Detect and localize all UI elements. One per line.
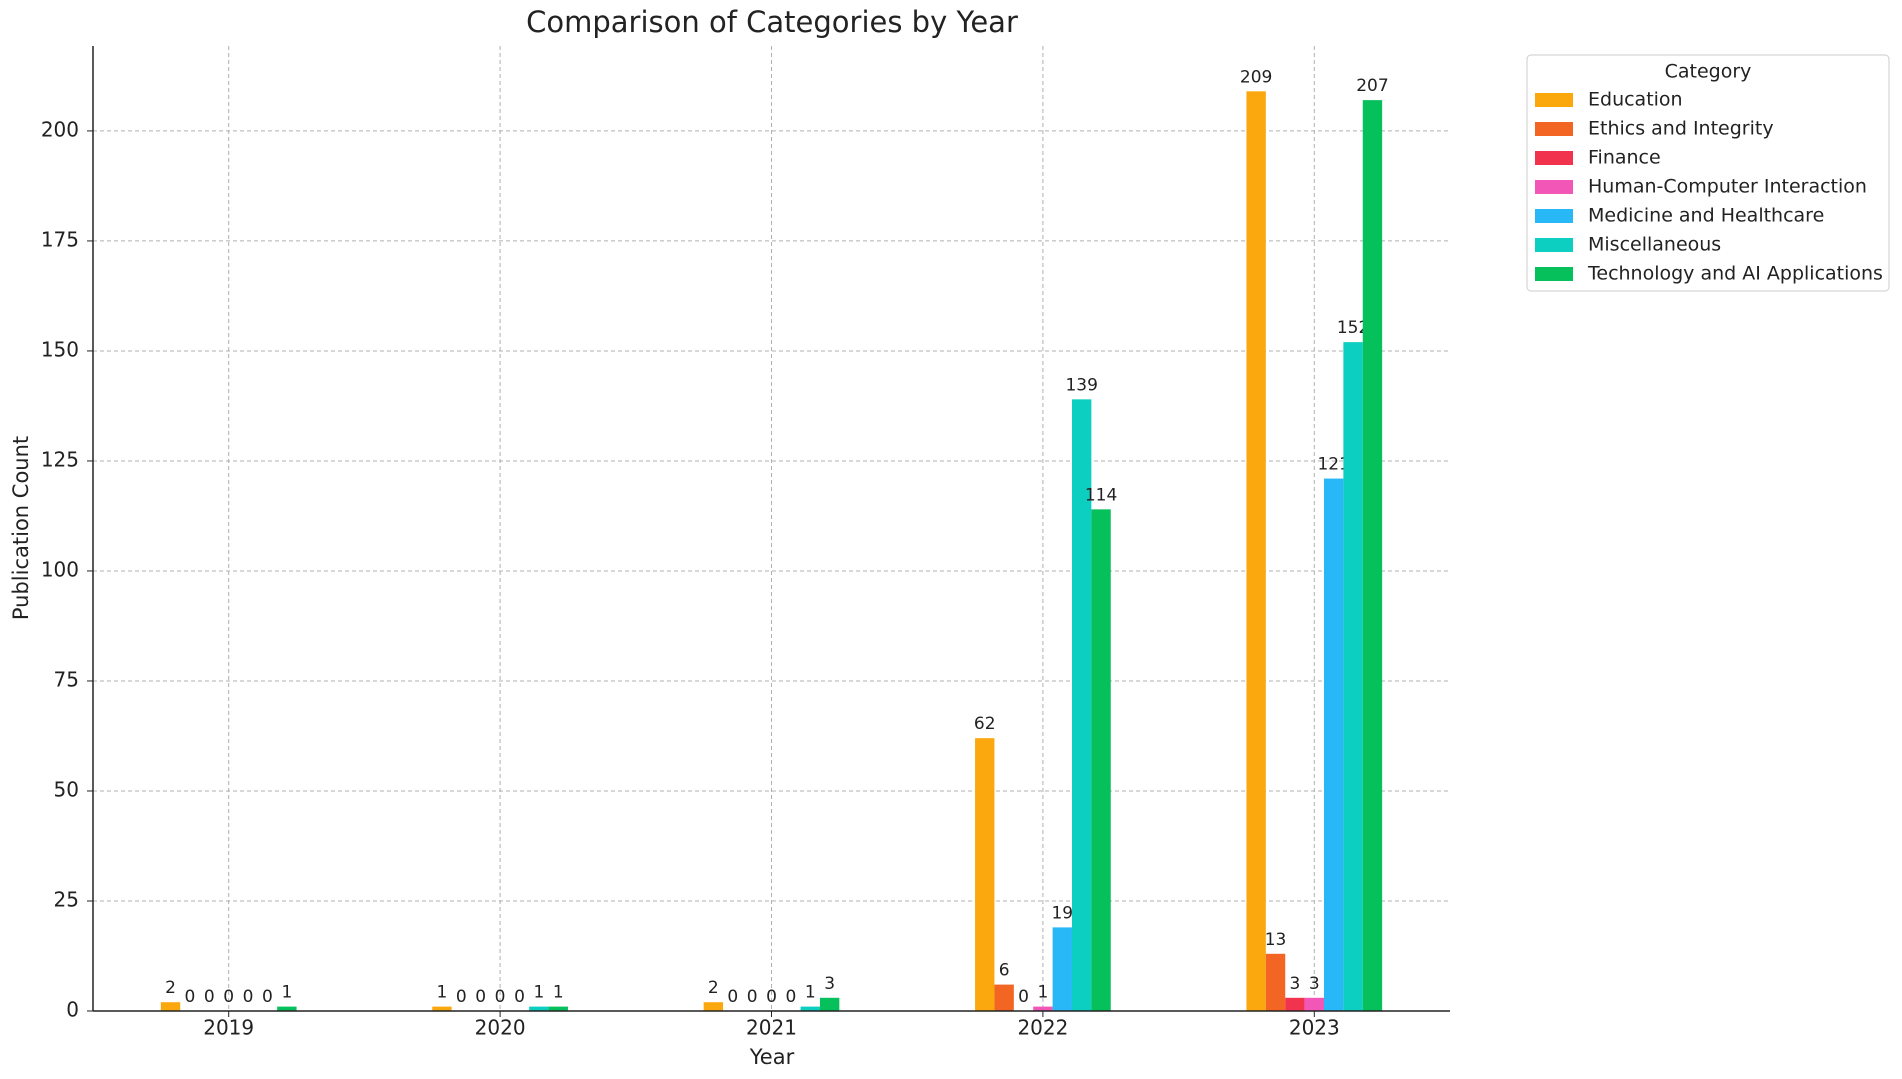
legend-title: Category — [1665, 61, 1752, 83]
bar — [548, 1006, 568, 1011]
bar — [160, 1002, 181, 1011]
bar — [1362, 100, 1383, 1011]
legend-label: Medicine and Healthcare — [1588, 205, 1824, 227]
legend-swatch — [1535, 267, 1573, 281]
bar — [1265, 953, 1286, 1011]
data-label: 0 — [185, 987, 196, 1007]
bar — [432, 1006, 452, 1011]
data-label: 1 — [281, 983, 292, 1003]
data-label: 62 — [974, 714, 996, 734]
bar — [994, 984, 1014, 1011]
data-label: 1 — [533, 983, 544, 1003]
legend-box — [1526, 54, 1890, 292]
x-axis-label: Year — [749, 1045, 795, 1069]
data-label: 0 — [766, 987, 777, 1007]
bar — [1343, 342, 1363, 1012]
data-label: 0 — [747, 987, 758, 1007]
bar — [1091, 509, 1111, 1011]
data-label: 0 — [785, 987, 796, 1007]
bar — [703, 1002, 724, 1011]
legend-swatch — [1535, 238, 1573, 252]
legend-label: Finance — [1588, 147, 1661, 169]
data-label: 2 — [165, 978, 176, 998]
bar — [1304, 997, 1324, 1011]
data-label: 3 — [824, 974, 835, 994]
data-label: 209 — [1240, 67, 1272, 87]
x-tick-label: 2021 — [746, 1016, 797, 1040]
data-label: 3 — [1309, 974, 1320, 994]
y-tick-label: 75 — [54, 667, 79, 691]
data-label: 1 — [1037, 983, 1048, 1003]
y-tick-label: 0 — [66, 998, 79, 1022]
data-label: 0 — [243, 987, 254, 1007]
data-label: 0 — [727, 987, 738, 1007]
y-tick-label: 150 — [41, 337, 79, 361]
data-label: 3 — [1290, 974, 1301, 994]
bar — [1033, 1006, 1053, 1011]
y-tick-label: 100 — [41, 557, 79, 581]
legend-swatch — [1535, 209, 1573, 223]
bar — [1071, 399, 1092, 1011]
legend-label: Ethics and Integrity — [1588, 118, 1774, 140]
data-label: 0 — [475, 987, 486, 1007]
x-tick-label: 2019 — [203, 1016, 254, 1040]
data-label: 0 — [223, 987, 234, 1007]
bar — [819, 997, 840, 1011]
data-label: 114 — [1085, 485, 1117, 505]
legend-label: Miscellaneous — [1588, 234, 1721, 256]
bar — [800, 1006, 820, 1011]
data-label: 0 — [262, 987, 273, 1007]
x-tick-label: 2022 — [1017, 1016, 1068, 1040]
data-label: 19 — [1051, 903, 1073, 923]
x-tick-label: 2020 — [475, 1016, 526, 1040]
y-tick-label: 50 — [54, 777, 79, 801]
data-label: 1 — [805, 983, 816, 1003]
legend-label: Human-Computer Interaction — [1588, 176, 1867, 198]
data-label: 1 — [437, 983, 448, 1003]
data-label: 2 — [708, 978, 719, 998]
data-label: 0 — [456, 987, 467, 1007]
data-label: 0 — [495, 987, 506, 1007]
legend-swatch — [1535, 151, 1573, 165]
chart-title: Comparison of Categories by Year — [526, 5, 1018, 39]
data-label: 139 — [1065, 375, 1097, 395]
legend-swatch — [1535, 180, 1573, 194]
y-axis-label: Publication Count — [9, 436, 33, 620]
y-tick-label: 125 — [41, 447, 79, 471]
y-tick-label: 175 — [41, 227, 79, 251]
data-label: 1 — [553, 983, 564, 1003]
y-tick-label: 200 — [41, 117, 79, 141]
bar — [1246, 91, 1266, 1012]
y-tick-label: 25 — [54, 887, 79, 911]
bar — [975, 738, 995, 1011]
bar — [277, 1006, 297, 1011]
data-label: 6 — [999, 961, 1010, 981]
bar — [1285, 997, 1305, 1011]
data-label: 0 — [514, 987, 525, 1007]
bar — [1052, 927, 1072, 1011]
data-label: 121 — [1317, 455, 1349, 475]
data-label: 0 — [204, 987, 215, 1007]
data-label: 13 — [1265, 930, 1287, 950]
bar — [1323, 478, 1344, 1011]
data-label: 152 — [1337, 318, 1369, 338]
legend-swatch — [1535, 93, 1573, 107]
legend-swatch — [1535, 122, 1573, 136]
legend-label: Education — [1588, 89, 1683, 111]
x-tick-label: 2023 — [1289, 1016, 1340, 1040]
data-label: 207 — [1356, 76, 1388, 96]
bar — [529, 1006, 549, 1011]
legend-label: Technology and AI Applications — [1587, 263, 1883, 285]
data-label: 0 — [1018, 987, 1029, 1007]
